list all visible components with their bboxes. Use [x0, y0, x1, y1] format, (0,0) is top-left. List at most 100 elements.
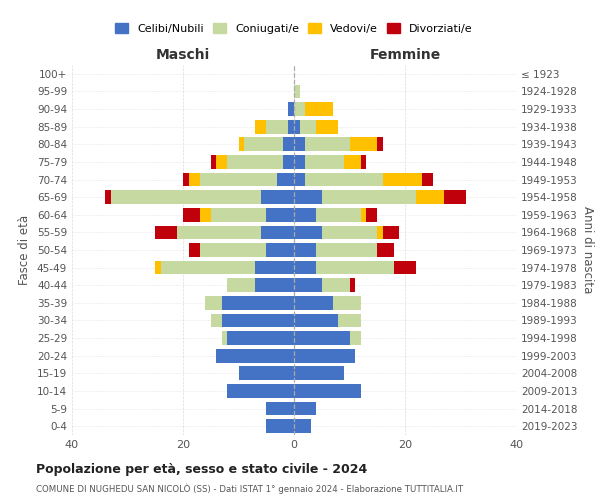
Bar: [316, 243, 377, 257]
Bar: [283, 138, 294, 151]
Bar: [283, 155, 294, 169]
Bar: [155, 260, 161, 274]
Bar: [316, 120, 338, 134]
Text: COMUNE DI NUGHEDU SAN NICOLÒ (SS) - Dati ISTAT 1° gennaio 2024 - Elaborazione TU: COMUNE DI NUGHEDU SAN NICOLÒ (SS) - Dati…: [36, 484, 463, 494]
Bar: [222, 296, 294, 310]
Bar: [294, 172, 305, 186]
Bar: [294, 84, 299, 98]
Bar: [255, 278, 294, 292]
Bar: [266, 208, 294, 222]
Bar: [294, 402, 316, 415]
Bar: [188, 243, 200, 257]
Bar: [349, 138, 377, 151]
Bar: [244, 138, 283, 151]
Bar: [294, 314, 338, 328]
Bar: [227, 331, 294, 345]
Bar: [266, 120, 289, 134]
Bar: [200, 208, 211, 222]
Bar: [294, 278, 322, 292]
Bar: [294, 208, 316, 222]
Bar: [294, 120, 299, 134]
Bar: [294, 155, 305, 169]
Bar: [349, 331, 361, 345]
Bar: [211, 314, 222, 328]
Bar: [227, 155, 283, 169]
Bar: [316, 260, 394, 274]
Bar: [294, 366, 344, 380]
Bar: [322, 278, 349, 292]
Bar: [361, 208, 366, 222]
Bar: [255, 120, 266, 134]
Bar: [294, 190, 322, 204]
Bar: [289, 102, 294, 116]
Y-axis label: Fasce di età: Fasce di età: [19, 215, 31, 285]
Bar: [178, 226, 260, 239]
Bar: [383, 226, 400, 239]
Bar: [305, 138, 349, 151]
Legend: Celibi/Nubili, Coniugati/e, Vedovi/e, Divorziati/e: Celibi/Nubili, Coniugati/e, Vedovi/e, Di…: [111, 19, 477, 38]
Bar: [227, 384, 294, 398]
Bar: [333, 296, 361, 310]
Bar: [361, 155, 366, 169]
Text: Popolazione per età, sesso e stato civile - 2024: Popolazione per età, sesso e stato civil…: [36, 462, 367, 475]
Bar: [316, 208, 361, 222]
Bar: [266, 402, 294, 415]
Bar: [211, 208, 266, 222]
Bar: [266, 420, 294, 433]
Bar: [294, 102, 305, 116]
Bar: [377, 226, 383, 239]
Bar: [211, 155, 216, 169]
Bar: [200, 172, 277, 186]
Bar: [277, 172, 294, 186]
Y-axis label: Anni di nascita: Anni di nascita: [581, 206, 594, 294]
Bar: [205, 296, 222, 310]
Bar: [338, 314, 361, 328]
Bar: [294, 243, 316, 257]
Bar: [222, 314, 294, 328]
Bar: [111, 190, 260, 204]
Bar: [344, 155, 361, 169]
Bar: [349, 278, 355, 292]
Bar: [294, 384, 361, 398]
Bar: [216, 155, 227, 169]
Bar: [183, 208, 200, 222]
Bar: [377, 138, 383, 151]
Bar: [416, 190, 444, 204]
Bar: [216, 349, 294, 362]
Bar: [294, 226, 322, 239]
Bar: [322, 226, 377, 239]
Bar: [227, 278, 255, 292]
Bar: [239, 366, 294, 380]
Bar: [260, 190, 294, 204]
Bar: [105, 190, 111, 204]
Text: Femmine: Femmine: [370, 48, 440, 62]
Bar: [377, 243, 394, 257]
Bar: [294, 296, 333, 310]
Bar: [422, 172, 433, 186]
Bar: [294, 138, 305, 151]
Bar: [444, 190, 466, 204]
Bar: [305, 172, 383, 186]
Bar: [161, 260, 255, 274]
Bar: [322, 190, 416, 204]
Bar: [188, 172, 200, 186]
Bar: [305, 102, 333, 116]
Bar: [239, 138, 244, 151]
Bar: [155, 226, 178, 239]
Bar: [383, 172, 422, 186]
Bar: [255, 260, 294, 274]
Bar: [200, 243, 266, 257]
Bar: [289, 120, 294, 134]
Bar: [294, 331, 349, 345]
Bar: [222, 331, 227, 345]
Bar: [294, 349, 355, 362]
Bar: [299, 120, 316, 134]
Bar: [366, 208, 377, 222]
Bar: [260, 226, 294, 239]
Text: Maschi: Maschi: [156, 48, 210, 62]
Bar: [305, 155, 344, 169]
Bar: [183, 172, 188, 186]
Bar: [266, 243, 294, 257]
Bar: [294, 420, 311, 433]
Bar: [294, 260, 316, 274]
